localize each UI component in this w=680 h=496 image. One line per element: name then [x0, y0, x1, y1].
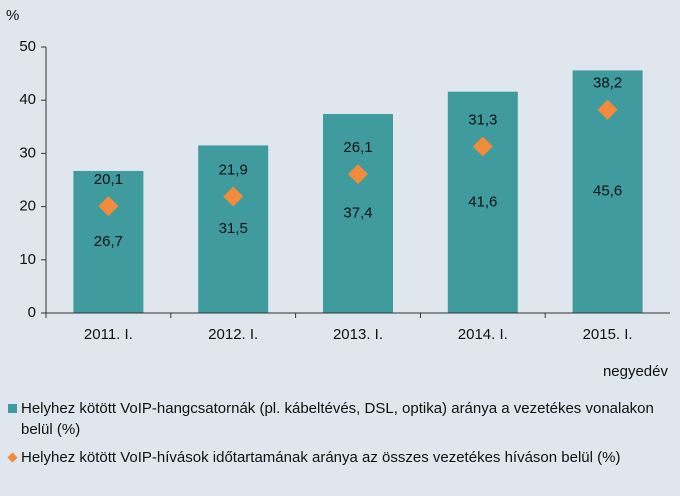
- y-tick-label: 0: [28, 304, 36, 321]
- bar: [198, 145, 269, 313]
- diamond-marker: [98, 196, 119, 217]
- x-axis-label: negyedév: [603, 363, 669, 380]
- marker-value-label: 31,3: [468, 111, 497, 128]
- diamond-marker: [472, 136, 493, 157]
- y-tick-label: 10: [19, 251, 36, 268]
- legend-swatch: [8, 404, 17, 413]
- legend-swatch: [7, 452, 18, 463]
- y-tick-label: 20: [19, 198, 36, 215]
- diamond-marker: [597, 99, 618, 120]
- legend: Helyhez kötött VoIP-hangcsatornák (pl. k…: [7, 398, 673, 475]
- y-axis-label: %: [6, 7, 19, 24]
- bar-value-label: 31,5: [219, 220, 248, 237]
- legend-label: Helyhez kötött VoIP-hangcsatornák (pl. k…: [21, 400, 654, 438]
- marker-value-label: 21,9: [219, 161, 248, 178]
- x-tick-label: 2014. I.: [458, 326, 508, 343]
- y-tick-label: 30: [19, 144, 36, 161]
- bar: [323, 114, 393, 313]
- y-tick-label: 50: [19, 38, 36, 55]
- x-tick-label: 2013. I.: [333, 326, 383, 343]
- diamond-marker: [348, 164, 368, 185]
- marker-value-label: 20,1: [94, 171, 123, 188]
- bar-value-label: 26,7: [94, 233, 123, 250]
- chart: % negyedév 0 10 20 30 40 50 26,7 31,5 37,4 41,6 45…: [6, 7, 670, 380]
- bar: [73, 170, 144, 313]
- x-tick-label: 2011. I.: [84, 326, 133, 343]
- marker-value-label: 38,2: [593, 75, 622, 92]
- diamond-marker: [223, 186, 244, 207]
- marker-value-label: 26,1: [343, 139, 372, 156]
- bar-value-label: 41,6: [468, 193, 497, 210]
- bar: [447, 91, 518, 313]
- x-tick-label: 2012. I.: [208, 326, 258, 343]
- bar-value-label: 37,4: [343, 204, 372, 221]
- y-tick-label: 40: [19, 91, 36, 108]
- x-tick-label: 2015. I.: [583, 326, 633, 343]
- legend-label: Helyhez kötött VoIP-hívások időtartamána…: [21, 449, 621, 466]
- bar-value-label: 45,6: [593, 183, 622, 200]
- legend-item: Helyhez kötött VoIP-hívások időtartamána…: [7, 447, 673, 468]
- legend-item: Helyhez kötött VoIP-hangcsatornák (pl. k…: [8, 398, 673, 440]
